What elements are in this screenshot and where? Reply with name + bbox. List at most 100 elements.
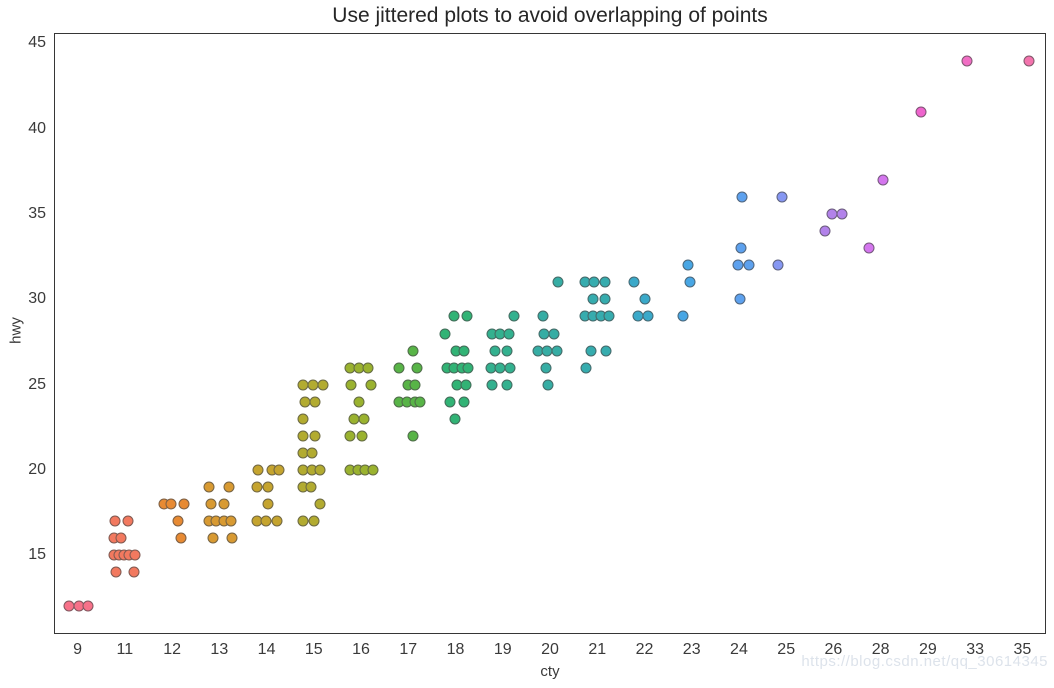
x-tick-label: 15	[304, 641, 323, 658]
y-tick-label: 30	[28, 290, 46, 308]
data-point	[306, 447, 318, 459]
x-tick-label: 33	[966, 641, 985, 658]
x-tick-label: 18	[446, 641, 465, 658]
data-point	[677, 310, 689, 322]
data-point	[414, 396, 426, 408]
x-axis-ticks: 9 11 12 13 14 15 16 17 18 19 20 21 22 23 24 25 26 28 29 33 3…	[54, 641, 1046, 661]
data-point	[226, 532, 238, 544]
data-point	[314, 464, 326, 476]
x-tick-label: 24	[730, 641, 748, 658]
data-point	[439, 328, 451, 339]
data-point	[218, 498, 230, 510]
data-point	[82, 600, 94, 612]
data-point	[489, 345, 501, 357]
data-point	[540, 362, 552, 374]
data-point	[225, 515, 237, 527]
x-axis-label: cty	[540, 663, 560, 680]
data-point	[1023, 55, 1035, 67]
data-point	[110, 566, 122, 578]
data-point	[444, 396, 456, 408]
data-point	[297, 413, 308, 425]
data-point	[501, 379, 513, 391]
data-point	[393, 362, 405, 374]
data-point	[271, 515, 283, 527]
data-point	[628, 276, 640, 288]
y-tick-label: 15	[28, 546, 46, 564]
data-point	[732, 259, 744, 271]
data-point	[462, 362, 473, 374]
data-point	[223, 481, 235, 493]
data-point	[772, 259, 784, 271]
x-tick-label: 20	[541, 641, 559, 658]
data-point	[314, 498, 326, 510]
data-point	[129, 549, 141, 561]
data-point	[461, 310, 473, 322]
data-point	[409, 379, 421, 391]
plot-area	[54, 33, 1046, 634]
data-point	[961, 55, 973, 67]
data-point	[836, 208, 848, 220]
x-tick-label: 17	[399, 641, 418, 658]
x-tick-label: 16	[352, 641, 370, 658]
chart-title: Use jittered plots to avoid overlapping …	[332, 4, 768, 27]
data-point	[743, 259, 755, 271]
data-point	[308, 515, 320, 527]
data-point	[877, 174, 889, 186]
data-point	[309, 430, 321, 442]
data-point	[915, 106, 927, 118]
data-point	[503, 328, 515, 339]
y-tick-label: 25	[28, 375, 46, 393]
data-point	[297, 515, 308, 527]
data-point	[317, 379, 329, 391]
data-point	[203, 481, 215, 493]
x-tick-label: 29	[918, 641, 937, 658]
y-tick-label: 40	[28, 119, 46, 137]
data-point	[207, 532, 219, 544]
data-point	[297, 430, 308, 442]
data-point	[273, 464, 285, 476]
data-point	[407, 345, 419, 357]
data-point	[501, 345, 513, 357]
x-tick-label: 22	[635, 641, 654, 658]
data-point	[353, 396, 365, 408]
data-point	[736, 191, 748, 203]
data-point	[684, 276, 696, 288]
x-tick-label: 23	[682, 641, 701, 658]
data-point	[358, 413, 370, 425]
data-point	[863, 242, 875, 254]
data-point	[588, 276, 600, 288]
y-tick-label: 45	[28, 34, 46, 52]
data-point	[585, 345, 597, 357]
x-tick-label: 14	[257, 641, 276, 658]
data-point	[262, 498, 274, 510]
y-tick-label: 35	[28, 204, 46, 222]
data-point	[122, 515, 134, 527]
data-point	[448, 310, 460, 322]
data-point	[551, 345, 563, 357]
y-tick-label: 20	[28, 461, 46, 479]
data-point	[345, 379, 357, 391]
data-point	[165, 498, 177, 510]
data-point	[552, 276, 564, 288]
data-point	[639, 293, 651, 305]
data-point	[172, 515, 184, 527]
x-tick-label: 26	[824, 641, 843, 658]
data-point	[251, 481, 263, 493]
data-point	[682, 259, 694, 271]
x-tick-label: 25	[777, 641, 796, 658]
x-tick-label: 13	[210, 641, 229, 658]
x-tick-label: 21	[588, 641, 607, 658]
data-point	[362, 362, 374, 374]
x-tick-label: 19	[493, 641, 512, 658]
data-point	[537, 310, 549, 322]
data-point	[128, 566, 140, 578]
data-point	[580, 362, 592, 374]
data-point	[734, 293, 746, 305]
data-point	[262, 481, 274, 493]
data-point	[458, 345, 470, 357]
data-point	[305, 481, 316, 493]
data-point	[309, 396, 321, 408]
data-point	[504, 362, 516, 374]
data-point	[458, 396, 470, 408]
